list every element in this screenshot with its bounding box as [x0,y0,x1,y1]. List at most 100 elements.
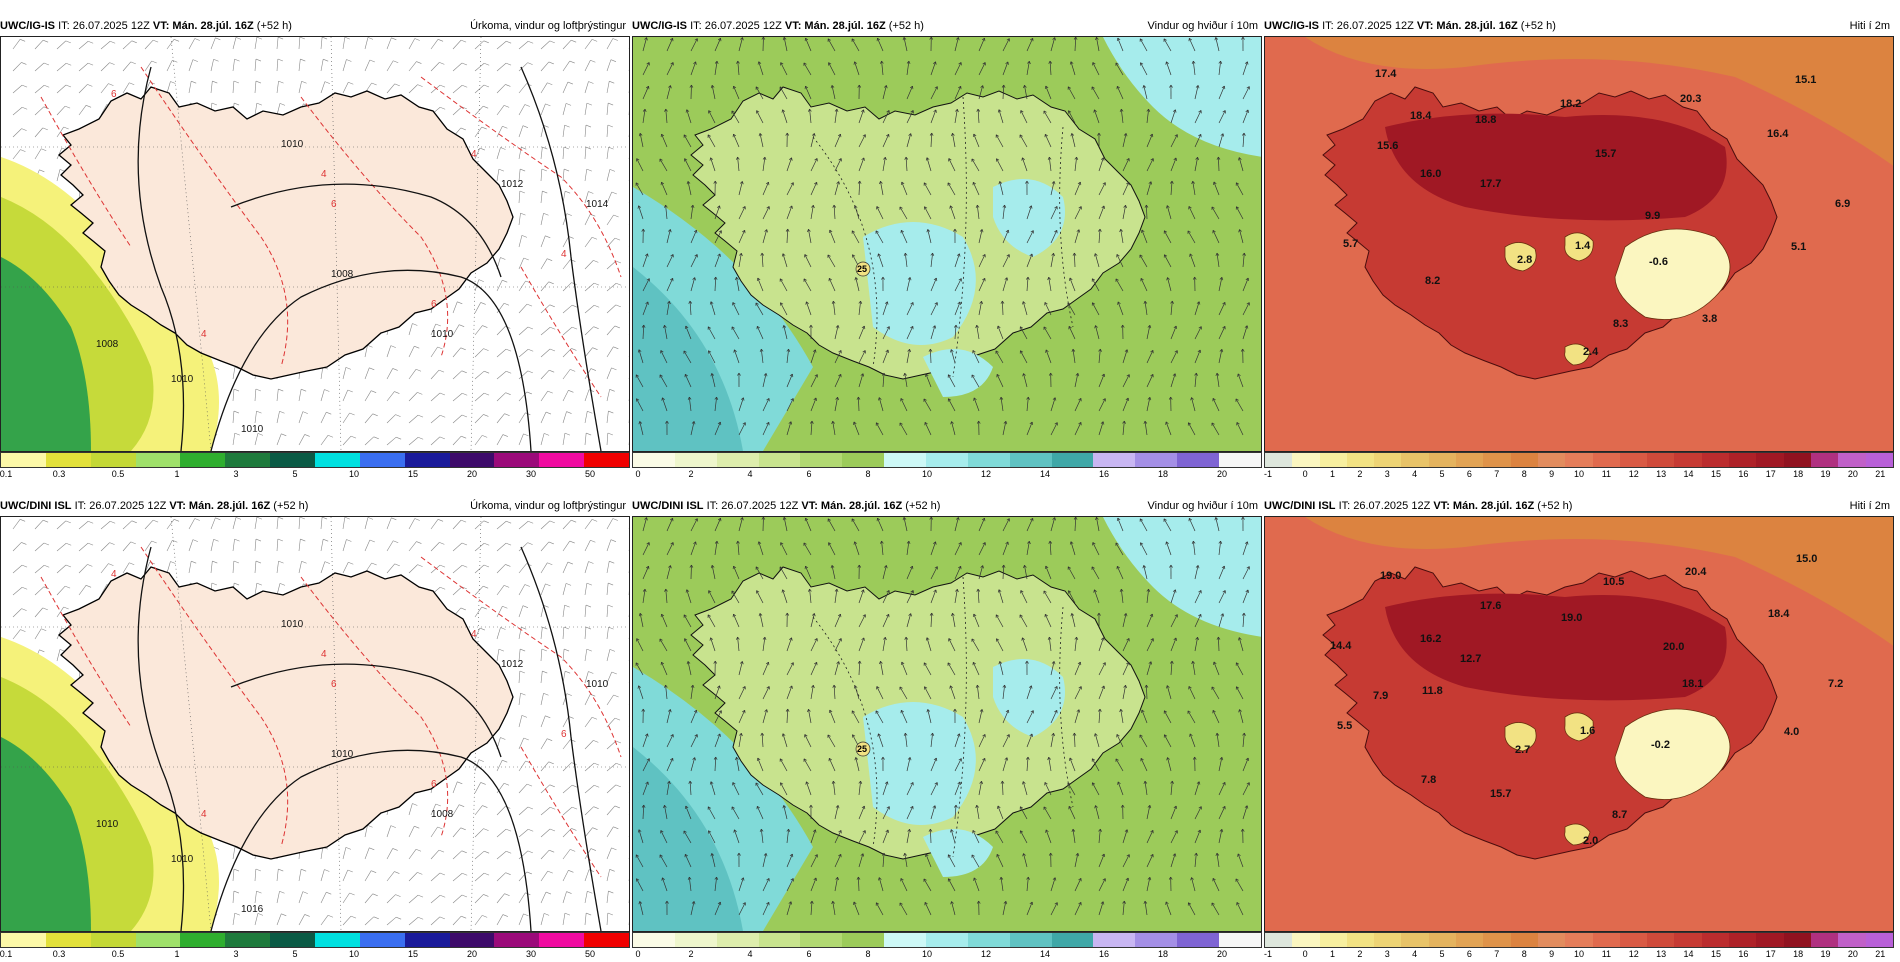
colorbar-tick-label: 10 [922,469,932,479]
temperature-contour-label: 4 [471,629,477,640]
temperature-value: 15.1 [1795,74,1816,86]
colorbar-tick-label: 3 [233,469,238,479]
colorbar-tick-label: 10 [349,949,359,959]
valid-time-label: VT: [785,20,802,32]
colorbar-tick-label: 50 [585,949,595,959]
colorbar-segment [1784,933,1811,947]
colorbar-tick-label: 20 [467,949,477,959]
temperature-value: 7.9 [1373,690,1388,702]
colorbar-tick-label: 6 [1467,949,1472,959]
colorbar-segment [1010,933,1052,947]
panel-title: Vindur og hviður í 10m [1148,18,1258,34]
colorbar-segment [1093,933,1135,947]
colorbar-segment [1702,453,1729,467]
isobar-label: 1010 [586,679,609,690]
lead-time: (+52 h) [1521,20,1556,32]
init-time: IT: 26.07.2025 12Z [690,20,782,32]
colorbar-tick-label: 13 [1656,469,1666,479]
init-time: IT: 26.07.2025 12Z [1322,20,1414,32]
colorbar-tick-label: 16 [1738,949,1748,959]
temperature-value: 14.4 [1330,640,1352,652]
temperature-value: 15.7 [1490,788,1511,800]
valid-time: Mán. 28.júl. 16Z [821,500,902,512]
panel-temp-bottom: UWC/DINI ISL IT: 26.07.2025 12Z VT: Mán.… [1264,498,1894,948]
colorbar-tick-label: 30 [526,469,536,479]
colorbar-tick-label: 19 [1821,469,1831,479]
panel-header: UWC/IG-IS IT: 26.07.2025 12Z VT: Mán. 28… [0,18,630,34]
isobar-label: 1014 [586,199,609,210]
colorbar-tick-label: 14 [1040,469,1050,479]
temperature-value: 18.1 [1682,678,1703,690]
colorbar-tick-label: 7 [1494,949,1499,959]
valid-time-label: VT: [1417,20,1434,32]
colorbar-tick-label: 14 [1684,469,1694,479]
colorbar-segment [1620,453,1647,467]
temperature-value: 19.0 [1380,570,1401,582]
colorbar-tick-label: 13 [1656,949,1666,959]
colorbar-tick-label: 4 [1412,469,1417,479]
temperature-value: 5.1 [1791,241,1806,253]
isobar-label: 1010 [281,619,304,630]
colorbar-tick-label: 17 [1766,949,1776,959]
colorbar-segment [1374,453,1401,467]
colorbar-tick-label: 20 [467,469,477,479]
colorbar-segment [1647,933,1674,947]
wind-map[interactable]: 25 [632,516,1262,932]
lead-time: (+52 h) [905,500,940,512]
temperature-value: 20.4 [1685,566,1707,578]
colorbar-tick-label: 2 [1357,469,1362,479]
colorbar-tick-label: 15 [1711,949,1721,959]
colorbar-segment [842,933,884,947]
colorbar-tick-label: 0.5 [112,469,125,479]
wind-map[interactable]: 25 [632,36,1262,452]
colorbar-segment [1866,453,1893,467]
colorbar-segment [968,453,1010,467]
temperature-value: 8.2 [1425,275,1440,287]
valid-time-label: VT: [801,500,818,512]
colorbar-segment [46,453,91,467]
colorbar-segment [1456,933,1483,947]
colorbar-tick-label: 3 [1385,949,1390,959]
colorbar-segment [1219,933,1261,947]
colorbar-segment [1429,933,1456,947]
colorbar-segment [46,933,91,947]
colorbar-tick-label: 0.1 [0,949,12,959]
temperature-contour-label: 4 [201,809,207,820]
colorbar-tick-label: 9 [1549,949,1554,959]
colorbar-tick-label: 1 [1330,469,1335,479]
colorbar-segment [1811,453,1838,467]
colorbar-tick-label: 6 [806,949,811,959]
lead-time: (+52 h) [889,20,924,32]
isobar-label: 1008 [331,269,354,280]
colorbar-segment [1010,453,1052,467]
colorbar-tick-label: 11 [1602,949,1611,959]
isobar-label: 1016 [241,904,264,915]
temperature-value: 12.7 [1460,653,1481,665]
colorbar-segment [1265,453,1292,467]
colorbar-tick-label: 0 [635,469,640,479]
colorbar-tick-label: 3 [233,949,238,959]
colorbar-tick-label: 15 [408,469,418,479]
colorbar-segment [717,933,759,947]
temperature-contour-label: 6 [331,199,337,210]
colorbar-tick-label: 16 [1738,469,1748,479]
colorbar-tick-label: 5 [292,949,297,959]
temperature-value: 19.0 [1561,612,1582,624]
colorbar-segment [926,453,968,467]
temperature-value: 7.8 [1421,774,1436,786]
precip-colorbar [0,452,630,468]
temperature-value: 16.2 [1420,633,1441,645]
colorbar-segment [1401,933,1428,947]
colorbar-segment [1177,933,1219,947]
colorbar-segment [1538,933,1565,947]
temperature-value: -0.2 [1651,739,1670,751]
colorbar-segment [1052,933,1094,947]
colorbar-segment [315,453,360,467]
colorbar-tick-label: 20 [1217,469,1227,479]
